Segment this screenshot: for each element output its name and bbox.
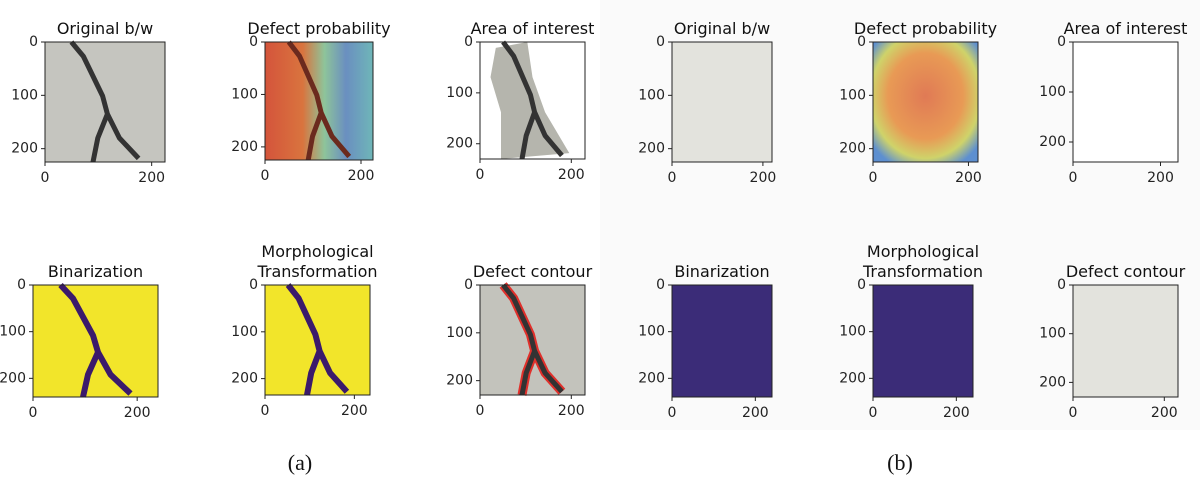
x-tick-label: 0 — [29, 405, 38, 421]
y-tick-label: 100 — [638, 87, 665, 103]
y-tick-label: 100 — [1039, 326, 1066, 342]
y-tick-label: 0 — [656, 34, 665, 50]
panel-title: Defect contour — [1066, 262, 1186, 281]
y-tick-label: 200 — [1039, 134, 1066, 150]
image — [672, 42, 772, 162]
panel-title: Binarization — [48, 262, 143, 281]
y-tick-label: 200 — [231, 371, 258, 387]
image — [873, 42, 978, 162]
y-tick-label: 200 — [638, 141, 665, 157]
y-tick-label: 200 — [0, 370, 26, 386]
y-tick-label: 200 — [11, 141, 38, 157]
x-tick-label: 0 — [476, 403, 485, 419]
y-tick-label: 200 — [638, 370, 665, 386]
x-tick-label: 0 — [1069, 405, 1078, 421]
y-tick-label: 0 — [17, 277, 26, 293]
caption: (a) — [288, 450, 312, 475]
image — [1073, 42, 1178, 162]
x-tick-label: 0 — [869, 170, 878, 186]
y-tick-label: 100 — [446, 85, 473, 101]
y-tick-label: 100 — [11, 87, 38, 103]
y-tick-label: 0 — [249, 277, 258, 293]
y-tick-label: 100 — [638, 324, 665, 340]
x-tick-label: 200 — [1151, 405, 1178, 421]
y-tick-label: 200 — [446, 136, 473, 152]
x-tick-label: 0 — [476, 167, 485, 183]
y-tick-label: 200 — [839, 141, 866, 157]
x-tick-label: 200 — [341, 403, 368, 419]
y-tick-label: 0 — [1057, 277, 1066, 293]
x-tick-label: 200 — [558, 403, 585, 419]
x-tick-label: 0 — [668, 405, 677, 421]
panel-title: Defect contour — [473, 262, 593, 281]
panel-title: Binarization — [674, 262, 769, 281]
y-tick-label: 0 — [1057, 34, 1066, 50]
x-tick-label: 0 — [668, 170, 677, 186]
y-tick-label: 0 — [249, 34, 258, 50]
x-tick-label: 200 — [348, 168, 375, 184]
panel: Binarization 0 200 0 100 200 — [0, 262, 158, 421]
y-tick-label: 100 — [1039, 84, 1066, 100]
y-tick-label: 100 — [231, 324, 258, 340]
panel-title: Area of interest — [471, 19, 595, 38]
image — [672, 285, 772, 397]
panel-title: Area of interest — [1064, 19, 1188, 38]
x-tick-label: 0 — [1069, 170, 1078, 186]
y-tick-label: 100 — [231, 86, 258, 102]
y-tick-label: 100 — [446, 325, 473, 341]
x-tick-label: 200 — [124, 405, 151, 421]
x-tick-label: 0 — [261, 403, 270, 419]
y-tick-label: 200 — [1039, 374, 1066, 390]
y-tick-label: 0 — [464, 277, 473, 293]
panel-title: Morphological — [261, 242, 373, 261]
x-tick-label: 200 — [742, 405, 769, 421]
image — [1073, 285, 1178, 397]
panel-title: Defect probability — [854, 19, 997, 38]
y-tick-label: 0 — [464, 34, 473, 50]
caption: (b) — [887, 450, 913, 475]
x-tick-label: 200 — [558, 167, 585, 183]
x-tick-label: 0 — [261, 168, 270, 184]
figure: (a)Original b/w02000100200Defect probabi… — [0, 0, 1200, 495]
panel-title: Morphological — [867, 242, 979, 261]
x-tick-label: 0 — [869, 405, 878, 421]
x-tick-label: 200 — [138, 170, 165, 186]
x-tick-label: 200 — [1147, 170, 1174, 186]
y-tick-label: 200 — [231, 139, 258, 155]
panel-title: Defect probability — [247, 19, 390, 38]
x-tick-label: 200 — [750, 170, 777, 186]
y-tick-label: 0 — [857, 34, 866, 50]
panel-title: Original b/w — [57, 19, 153, 38]
y-tick-label: 0 — [857, 277, 866, 293]
y-tick-label: 100 — [839, 87, 866, 103]
y-tick-label: 200 — [839, 370, 866, 386]
y-tick-label: 0 — [29, 34, 38, 50]
x-tick-label: 0 — [41, 170, 50, 186]
image — [873, 285, 973, 397]
panel-title: Transformation — [256, 262, 377, 281]
x-tick-label: 200 — [955, 170, 982, 186]
panel-title: Original b/w — [674, 19, 770, 38]
x-tick-label: 200 — [943, 405, 970, 421]
y-tick-label: 0 — [656, 277, 665, 293]
y-tick-label: 100 — [0, 324, 26, 340]
y-tick-label: 200 — [446, 373, 473, 389]
y-tick-label: 100 — [839, 324, 866, 340]
panel-title: Transformation — [862, 262, 983, 281]
